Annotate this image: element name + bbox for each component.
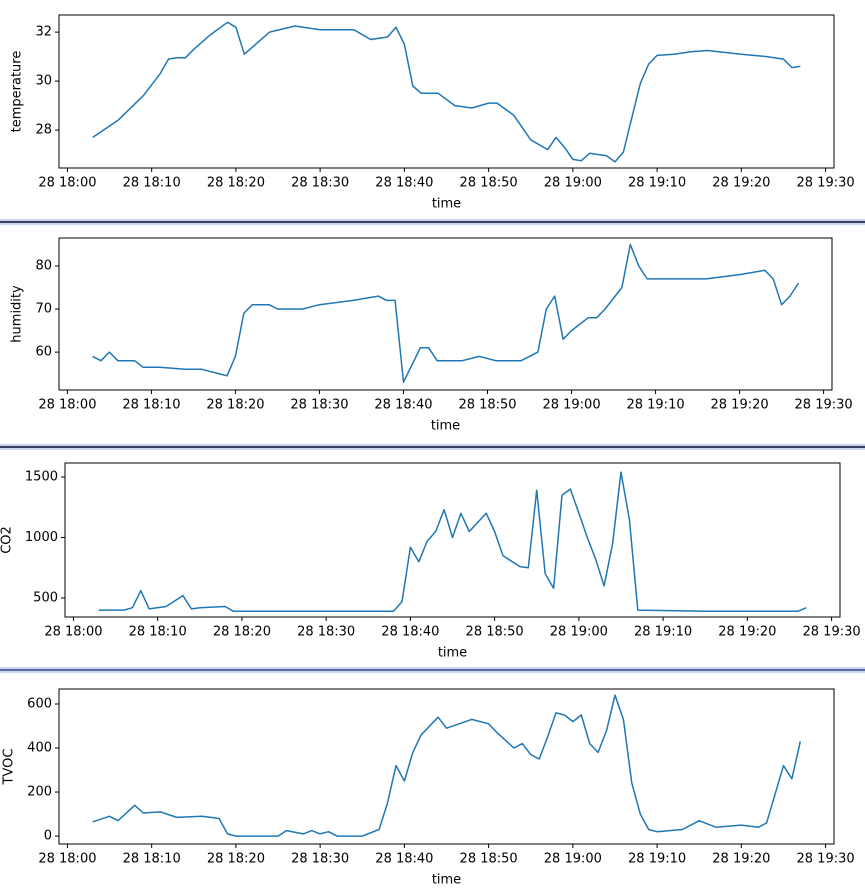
- axes-frame: [58, 14, 835, 169]
- x-tick-label: 28 19:10: [626, 398, 684, 413]
- x-tick-label: 28 18:00: [44, 625, 102, 640]
- x-tick-label: 28 18:10: [122, 398, 180, 413]
- y-tick-label: 500: [33, 591, 58, 606]
- data-line: [92, 21, 801, 163]
- y-tick-label: 1500: [25, 470, 58, 485]
- y-tick-label: 28: [35, 123, 52, 138]
- x-axis-label: time: [432, 873, 461, 888]
- x-tick-label: 28 19:30: [795, 398, 853, 413]
- y-tick-label: 70: [35, 302, 52, 317]
- x-tick-label: 28 18:40: [375, 176, 433, 191]
- x-tick-label: 28 18:30: [291, 852, 349, 867]
- data-line: [92, 243, 800, 383]
- x-tick-label: 28 18:50: [460, 852, 518, 867]
- y-tick-label: 60: [35, 345, 52, 360]
- y-axis-label: CO2: [0, 526, 15, 554]
- x-axis-label: time: [431, 419, 460, 434]
- x-tick-label: 28 18:20: [207, 852, 265, 867]
- x-tick-label: 28 18:10: [123, 852, 181, 867]
- x-tick-label: 28 19:30: [803, 625, 861, 640]
- x-tick-label: 28 19:10: [628, 852, 686, 867]
- x-axis-label: time: [432, 197, 461, 212]
- y-axis-label: temperature: [10, 51, 25, 133]
- x-tick-label: 28 18:00: [38, 176, 96, 191]
- y-tick-label: 0: [44, 829, 52, 844]
- x-tick-label: 28 19:00: [550, 625, 608, 640]
- y-tick-label: 200: [27, 785, 52, 800]
- x-tick-label: 28 18:00: [38, 398, 96, 413]
- x-tick-label: 28 19:00: [544, 852, 602, 867]
- x-tick-label: 28 19:20: [711, 398, 769, 413]
- y-tick-label: 1000: [25, 530, 58, 545]
- x-tick-label: 28 18:40: [375, 852, 433, 867]
- x-tick-label: 28 18:00: [38, 852, 96, 867]
- x-tick-label: 28 18:20: [213, 625, 271, 640]
- separator: [0, 446, 865, 448]
- x-tick-label: 28 19:20: [718, 625, 776, 640]
- x-tick-label: 28 18:40: [381, 625, 439, 640]
- x-tick-label: 28 19:30: [797, 852, 855, 867]
- separator: [0, 221, 865, 223]
- y-tick-label: 32: [35, 25, 52, 40]
- axes-frame: [58, 237, 833, 391]
- y-tick-label: 400: [27, 741, 52, 756]
- y-tick-label: 600: [27, 696, 52, 711]
- x-tick-label: 28 18:10: [123, 176, 181, 191]
- x-tick-label: 28 19:20: [712, 176, 770, 191]
- x-tick-label: 28 18:20: [206, 398, 264, 413]
- axes-frame: [64, 462, 841, 618]
- x-tick-label: 28 18:40: [374, 398, 432, 413]
- data-line: [98, 471, 807, 613]
- x-tick-label: 28 18:30: [297, 625, 355, 640]
- plot-area: [92, 243, 800, 383]
- x-tick-label: 28 19:30: [797, 176, 855, 191]
- x-tick-label: 28 19:00: [542, 398, 600, 413]
- plot-area: [92, 694, 802, 837]
- x-tick-label: 28 19:10: [634, 625, 692, 640]
- x-tick-label: 28 19:20: [712, 852, 770, 867]
- x-tick-label: 28 18:30: [290, 398, 348, 413]
- y-axis-label: humidity: [10, 285, 25, 343]
- x-tick-label: 28 18:50: [466, 625, 524, 640]
- y-tick-label: 30: [35, 74, 52, 89]
- x-tick-label: 28 18:50: [458, 398, 516, 413]
- axes-frame: [58, 688, 835, 845]
- x-axis-label: time: [438, 646, 467, 661]
- x-tick-label: 28 18:20: [207, 176, 265, 191]
- y-tick-label: 80: [35, 258, 52, 273]
- separator: [0, 669, 865, 671]
- y-axis-label: TVOC: [2, 749, 17, 786]
- x-tick-label: 28 18:30: [291, 176, 349, 191]
- x-tick-label: 28 18:50: [460, 176, 518, 191]
- plot-area: [98, 471, 807, 613]
- x-tick-label: 28 19:00: [544, 176, 602, 191]
- plot-area: [92, 21, 801, 163]
- data-line: [92, 694, 802, 837]
- x-tick-label: 28 18:10: [129, 625, 187, 640]
- x-tick-label: 28 19:10: [628, 176, 686, 191]
